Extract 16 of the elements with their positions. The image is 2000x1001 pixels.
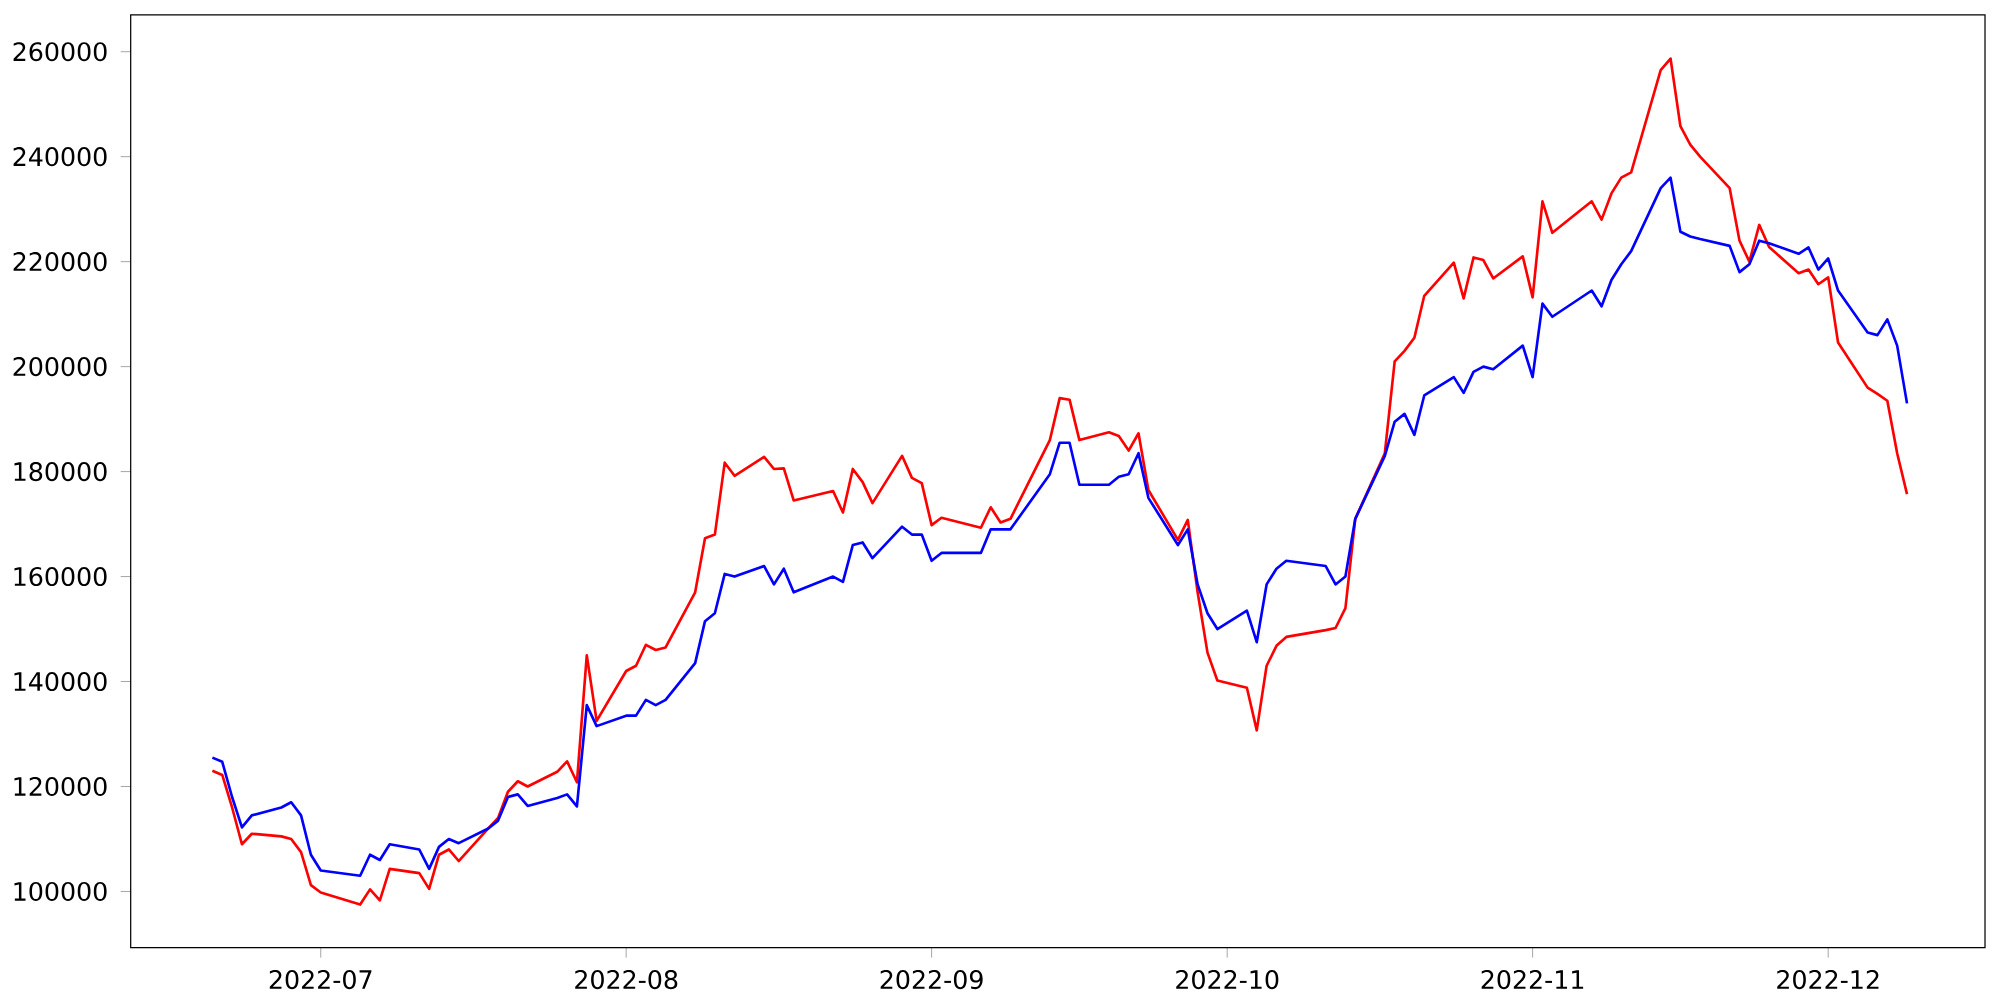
- y-tick-label: 100000: [14, 881, 107, 902]
- x-tick-label: 2022-07: [269, 970, 372, 990]
- y-tick-label: 200000: [13, 357, 107, 377]
- y-tick-label: 180000: [14, 462, 107, 482]
- y-tick-label: 140000: [14, 672, 107, 692]
- y-tick-label: 160000: [14, 567, 107, 587]
- line-series: [211, 57, 1909, 906]
- y-tick-label: 120000: [14, 776, 107, 797]
- x-tick-label: 2022-09: [880, 970, 983, 990]
- y-tick-label: 260000: [13, 42, 107, 62]
- x-tick-label: 2022-08: [575, 970, 678, 990]
- y-tick-label: 220000: [13, 252, 107, 272]
- x-tick-label: 2022-12: [1777, 970, 1879, 990]
- x-tick-label: 2022-11: [1481, 970, 1584, 990]
- x-tick-label: 2022-10: [1176, 970, 1279, 990]
- y-tick-label: 240000: [13, 147, 107, 167]
